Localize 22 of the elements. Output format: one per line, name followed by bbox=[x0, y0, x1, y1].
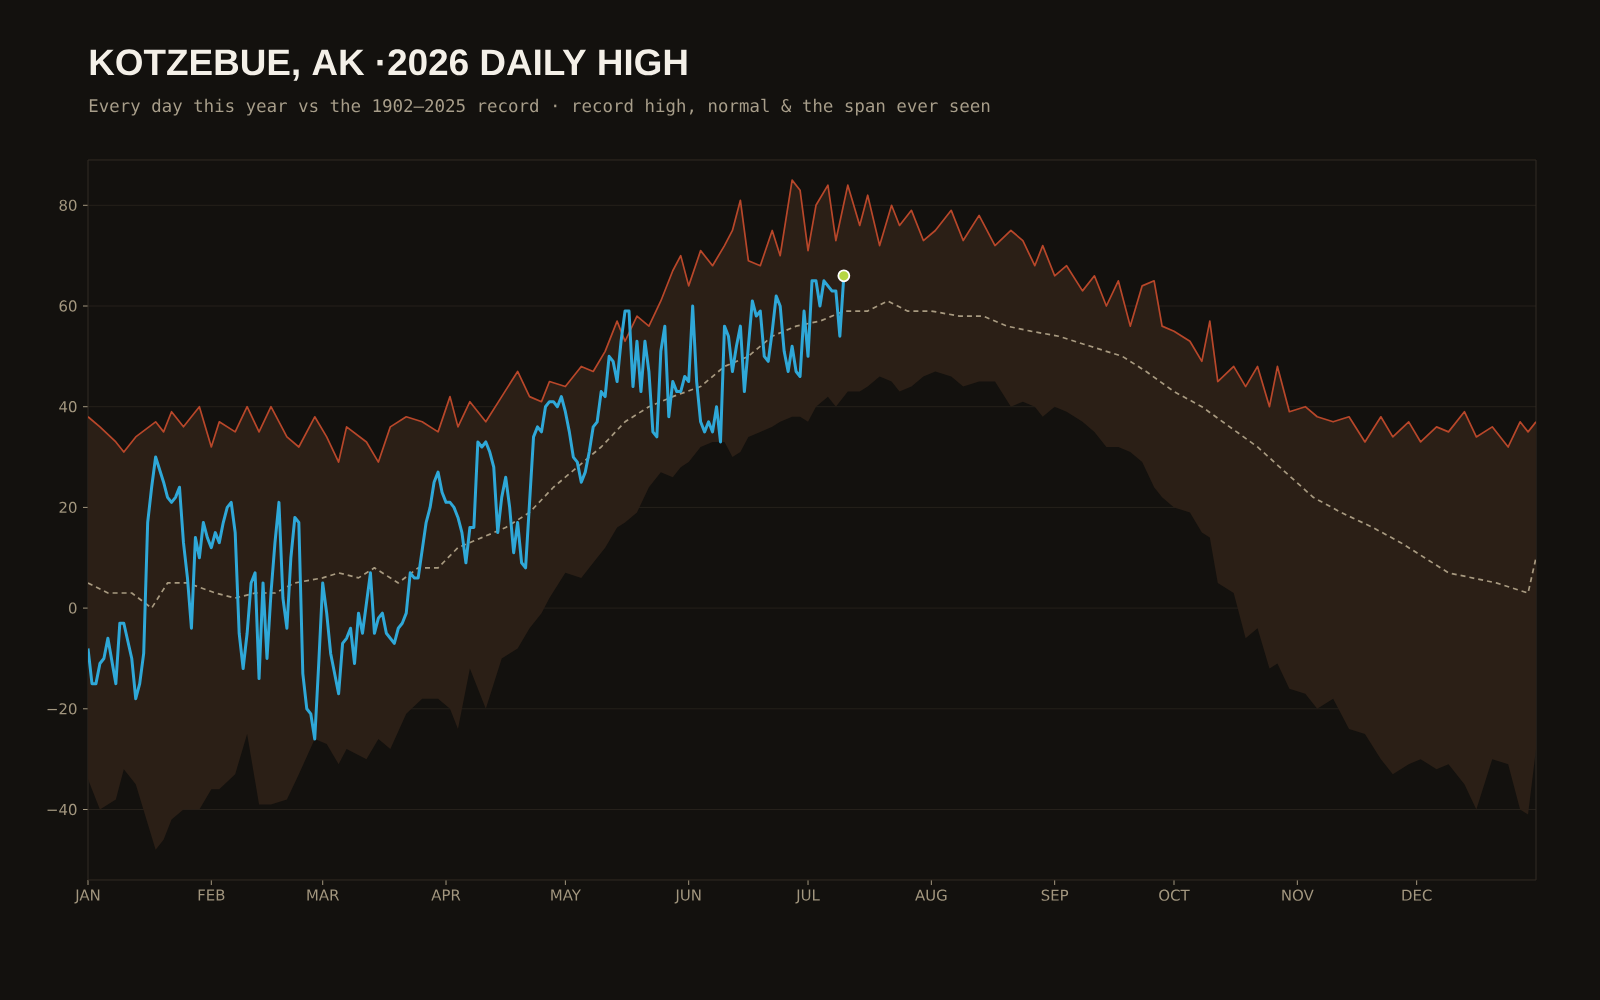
x-tick-label: APR bbox=[431, 889, 461, 901]
y-tick-label: 0 bbox=[68, 602, 77, 614]
x-tick-label: MAR bbox=[307, 889, 340, 901]
x-tick-label: JUL bbox=[795, 889, 820, 904]
y-tick-label: 60 bbox=[59, 300, 77, 312]
x-tick-label: NOV bbox=[1282, 889, 1314, 901]
y-tick-label: −40 bbox=[47, 803, 77, 816]
y-tick-label: −20 bbox=[47, 703, 77, 715]
y-tick-label: 20 bbox=[59, 501, 77, 514]
x-tick-label: MAY bbox=[551, 889, 581, 901]
x-tick-label: SEP bbox=[1041, 889, 1069, 901]
chart-subtitle: Every day this year vs the 1902–2025 record · record high, normal & the span ever seen bbox=[89, 98, 990, 116]
x-tick-label: OCT bbox=[1159, 889, 1190, 901]
line-series bbox=[88, 179, 1537, 463]
x-tick-label: AUG bbox=[915, 889, 947, 901]
chart-title: KOTZEBUE, AK ·2026 DAILY HIGH bbox=[90, 49, 687, 81]
x-tick-label: JAN bbox=[74, 889, 100, 904]
x-tick-label: DEC bbox=[1402, 889, 1432, 901]
y-tick-label: 40 bbox=[59, 401, 77, 413]
x-tick-label: FEB bbox=[198, 889, 225, 901]
x-tick-label: JUN bbox=[674, 889, 701, 904]
y-tick-label: 80 bbox=[59, 199, 77, 211]
